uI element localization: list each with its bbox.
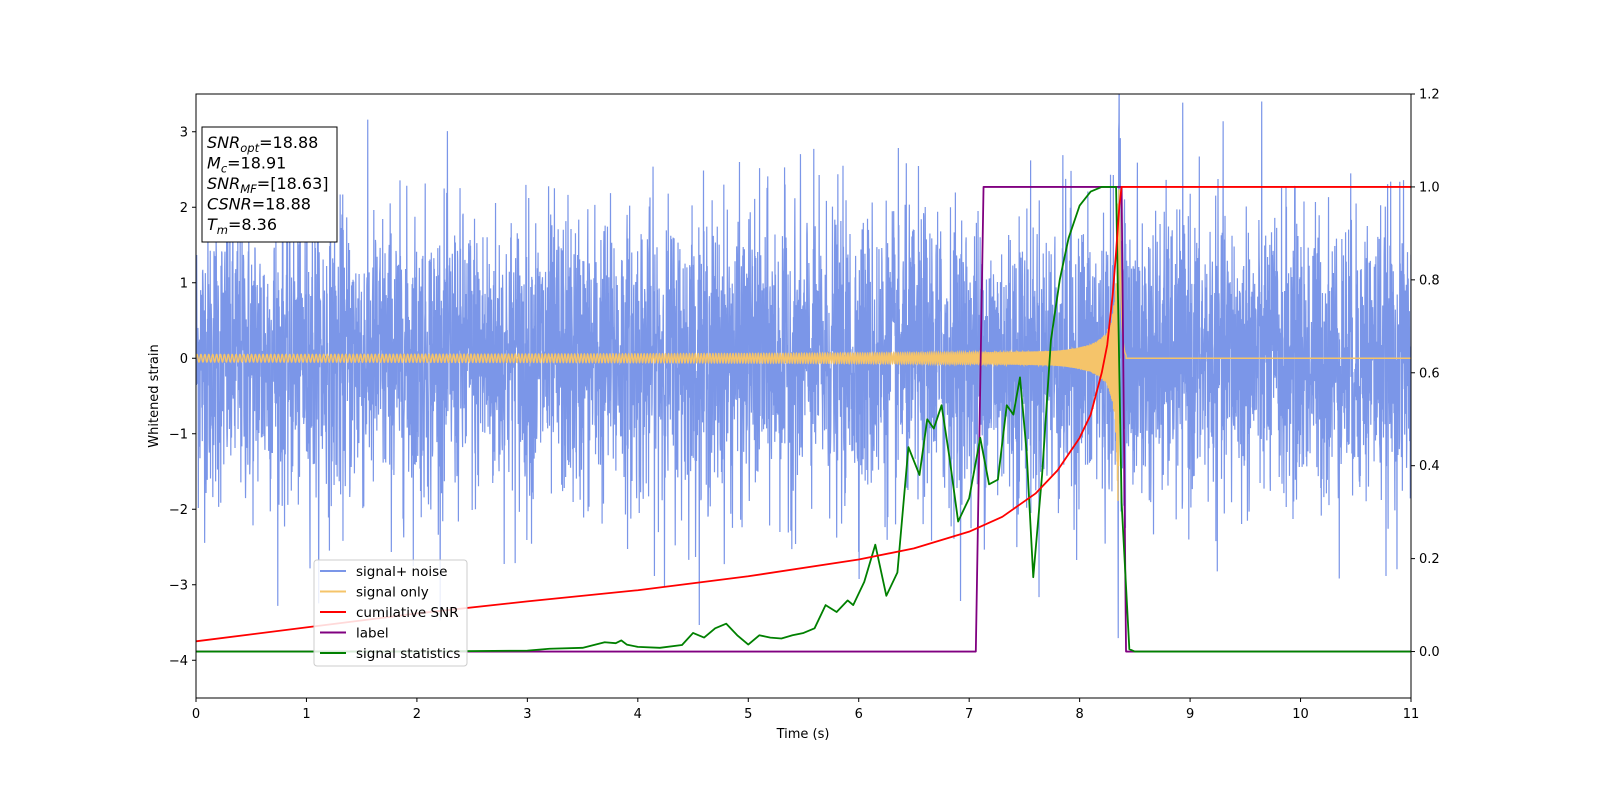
info-metric-symbol: T — [207, 215, 218, 234]
y-axis-title: Whitened strain — [147, 344, 162, 447]
right-y-tick-label: 1.2 — [1419, 88, 1440, 103]
legend-label: cumilative SNR — [356, 605, 459, 621]
info-metric-subscript: opt — [240, 141, 259, 155]
info-metric: SNRopt=18.88 — [207, 133, 318, 155]
left-y-tick-label: −3 — [169, 578, 188, 593]
x-tick-label: 5 — [744, 707, 752, 722]
left-y-tick-label: 1 — [180, 276, 188, 291]
right-y-tick-label: 0.8 — [1419, 273, 1440, 288]
x-tick-label: 6 — [855, 707, 863, 722]
info-metric-symbol: SNR — [207, 133, 240, 152]
info-metric-symbol: M — [207, 154, 221, 173]
plot-frame — [195, 93, 1412, 699]
left-y-tick-label: 2 — [180, 201, 188, 216]
right-y-tick-label: 1.0 — [1419, 180, 1440, 195]
legend-label: signal statistics — [356, 646, 460, 662]
x-tick-label: 0 — [192, 707, 200, 722]
series-signal-plus-noise-line — [196, 94, 1411, 639]
legend-label: signal only — [356, 585, 429, 601]
info-metric-value: =8.36 — [228, 215, 277, 234]
info-metric: SNRMF=[18.63] — [207, 174, 329, 196]
x-tick-label: 8 — [1075, 707, 1083, 722]
x-tick-label: 1 — [302, 707, 310, 722]
x-tick-label: 9 — [1186, 707, 1194, 722]
series-cumulative-snr-line — [196, 186, 1411, 643]
series-signal-only-line — [196, 189, 1411, 501]
right-y-axis-ticks: 0.0 0.2 0.4 0.6 0.8 1.0 1.2 — [1411, 88, 1440, 660]
right-y-tick-label: 0.4 — [1419, 459, 1440, 474]
x-tick-label: 11 — [1403, 707, 1420, 722]
legend-label: label — [356, 626, 389, 642]
right-y-tick-label: 0.0 — [1419, 645, 1440, 660]
left-y-tick-label: −2 — [169, 503, 188, 518]
x-tick-label: 3 — [523, 707, 531, 722]
left-y-tick-label: −4 — [169, 654, 188, 669]
x-tick-label: 10 — [1292, 707, 1309, 722]
info-metric: Mc=18.91 — [207, 154, 286, 176]
x-axis-title: Time (s) — [776, 727, 830, 742]
info-metric-subscript: m — [217, 223, 228, 237]
info-metric-value: =[18.63] — [257, 174, 329, 193]
info-metric-subscript: MF — [240, 182, 257, 196]
x-tick-label: 7 — [965, 707, 973, 722]
legend: signal+ noise signal only cumilative SNR la… — [313, 559, 468, 667]
info-metric-subscript: c — [221, 162, 228, 176]
x-axis-ticks: 0 1 2 3 4 5 6 7 8 9 10 11 — [192, 698, 1419, 722]
metrics-info-box: SNRopt=18.88Mc=18.91SNRMF=[18.63]CSNR=18… — [201, 126, 338, 243]
legend-label: signal+ noise — [356, 564, 447, 580]
info-metric: CSNR=18.88 — [207, 195, 311, 214]
info-metric-symbol: CSNR — [207, 195, 252, 214]
x-tick-label: 4 — [634, 707, 642, 722]
left-y-tick-label: 3 — [180, 125, 188, 140]
left-y-axis-ticks: −4 −3 −2 −1 0 1 2 3 — [169, 125, 196, 669]
series-layer — [196, 94, 1411, 653]
info-metric: Tm=8.36 — [207, 215, 277, 237]
x-tick-label: 2 — [413, 707, 421, 722]
left-y-tick-label: 0 — [180, 352, 188, 367]
right-y-tick-label: 0.2 — [1419, 552, 1440, 567]
series-signal-statistics-line — [196, 186, 1411, 653]
info-metric-symbol: SNR — [207, 174, 240, 193]
info-metric-value: =18.88 — [259, 133, 318, 152]
info-metric-value: =18.91 — [227, 154, 286, 173]
left-y-tick-label: −1 — [169, 427, 188, 442]
right-y-tick-label: 0.6 — [1419, 366, 1440, 381]
info-metric-value: =18.88 — [252, 195, 311, 214]
